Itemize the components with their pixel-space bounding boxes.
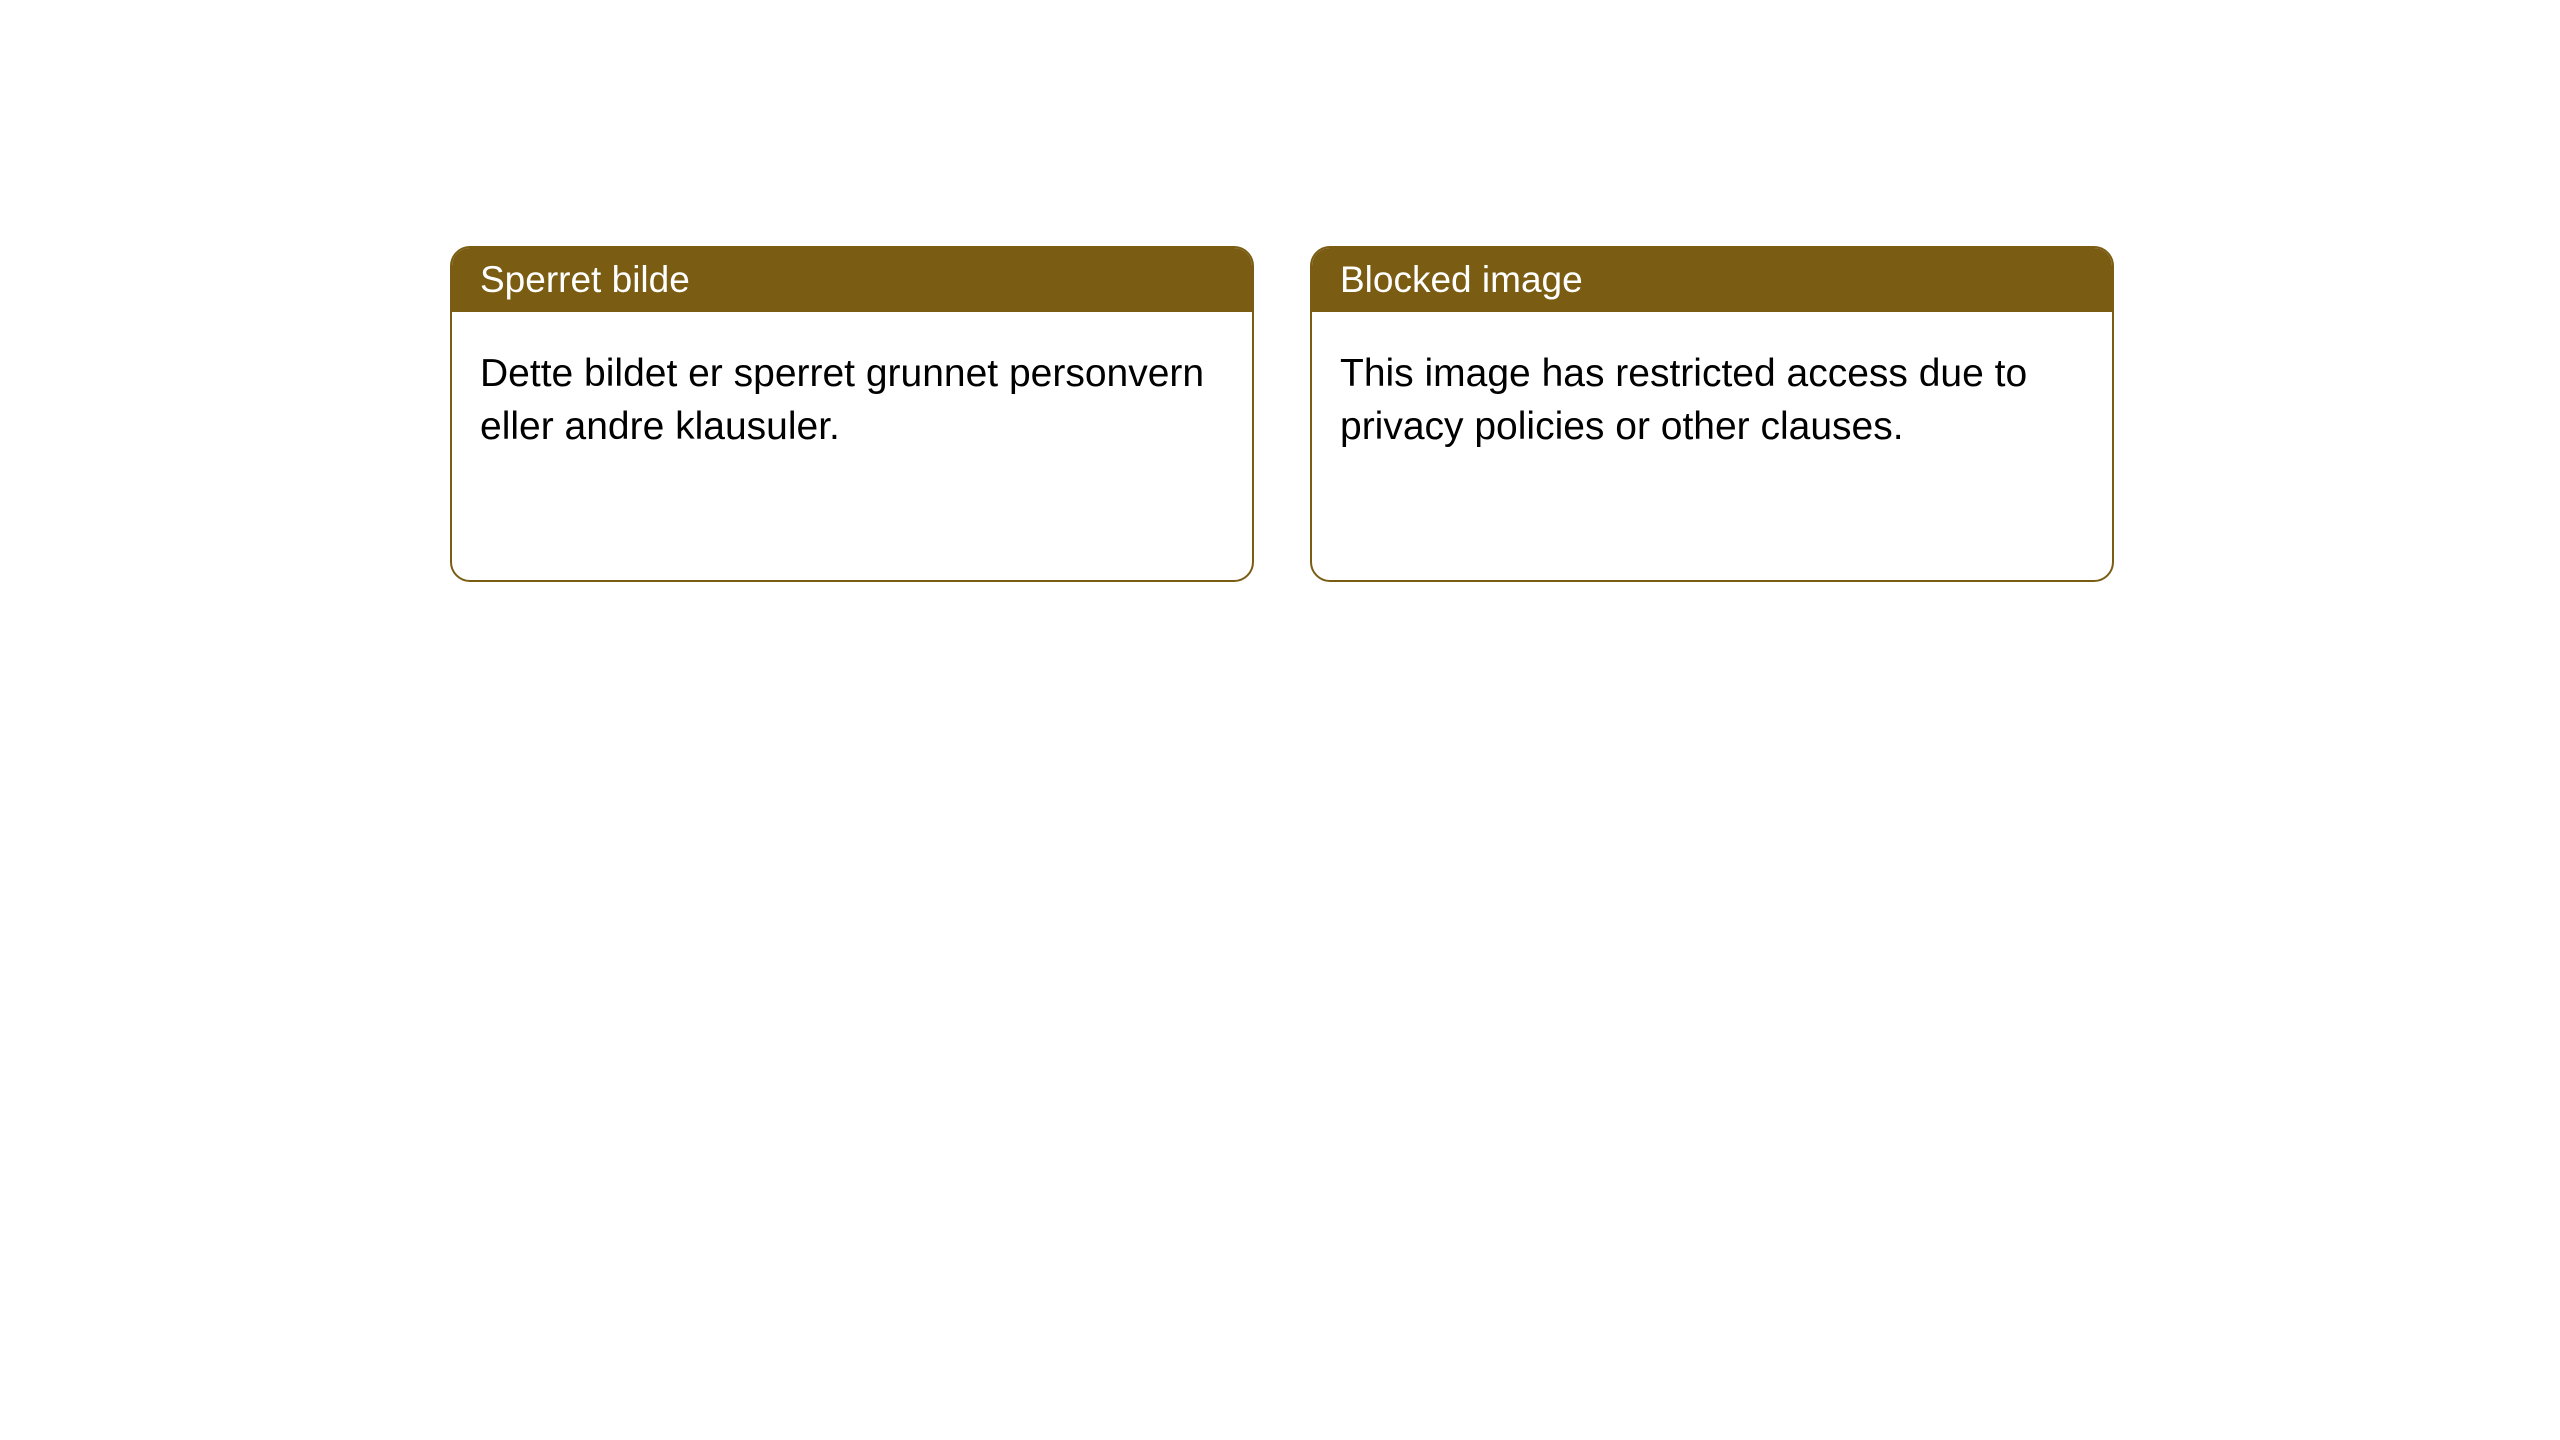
card-title: Blocked image [1340, 259, 1583, 300]
card-header: Sperret bilde [452, 248, 1252, 312]
card-title: Sperret bilde [480, 259, 690, 300]
notice-card-norwegian: Sperret bilde Dette bildet er sperret gr… [450, 246, 1254, 582]
card-message: This image has restricted access due to … [1340, 352, 2027, 448]
card-body: This image has restricted access due to … [1312, 312, 2112, 489]
notice-cards-container: Sperret bilde Dette bildet er sperret gr… [450, 246, 2114, 582]
card-body: Dette bildet er sperret grunnet personve… [452, 312, 1252, 489]
card-header: Blocked image [1312, 248, 2112, 312]
card-message: Dette bildet er sperret grunnet personve… [480, 352, 1204, 448]
notice-card-english: Blocked image This image has restricted … [1310, 246, 2114, 582]
